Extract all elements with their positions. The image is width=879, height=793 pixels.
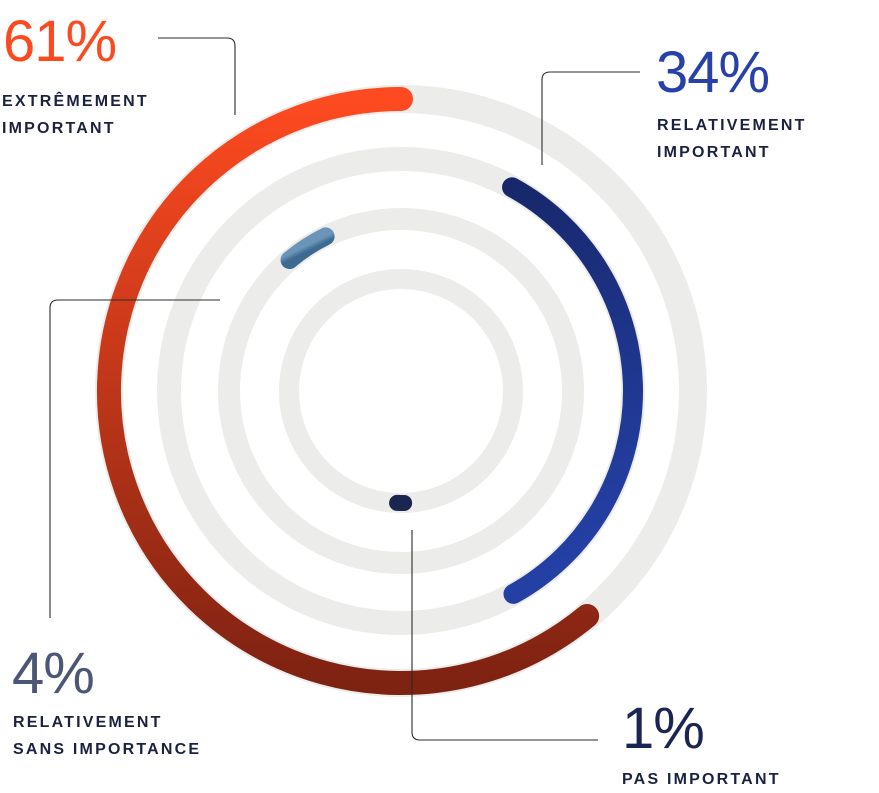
label-relativement-sans-importance: RELATIVEMENT SANS IMPORTANCE: [13, 709, 201, 763]
percent-relativement-important: 34%: [656, 44, 769, 102]
leader-line-relativement-sans-importance: [50, 300, 220, 618]
ring-track-pas-important: [289, 279, 513, 503]
leader-line-extremement-important: [158, 38, 235, 115]
arc-relativement-sans-importance: [287, 236, 328, 260]
percent-pas-important: 1%: [622, 700, 704, 758]
percent-relativement-sans-importance: 4%: [12, 645, 94, 703]
percent-extremement-important: 61%: [3, 13, 116, 71]
label-extremement-important: EXTRÊMEMENT IMPORTANT: [2, 88, 149, 142]
label-pas-important: PAS IMPORTANT: [622, 766, 781, 793]
label-relativement-important: RELATIVEMENT IMPORTANT: [657, 112, 807, 166]
